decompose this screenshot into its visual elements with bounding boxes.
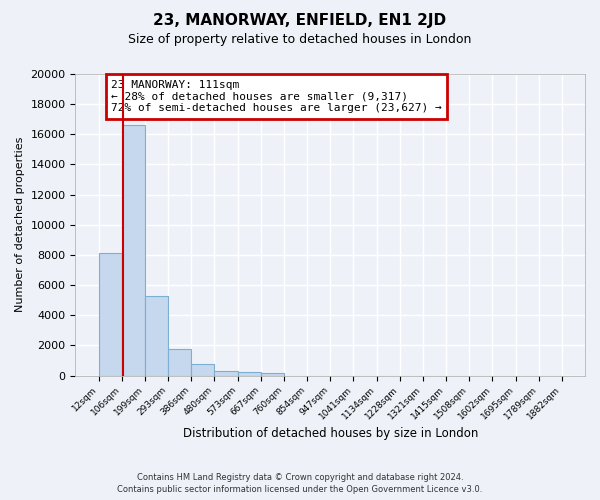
Bar	[261, 374, 284, 376]
Text: Size of property relative to detached houses in London: Size of property relative to detached ho…	[128, 32, 472, 46]
Bar	[145, 296, 168, 376]
Text: 23 MANORWAY: 111sqm
← 28% of detached houses are smaller (9,317)
72% of semi-det: 23 MANORWAY: 111sqm ← 28% of detached ho…	[111, 80, 442, 113]
Y-axis label: Number of detached properties: Number of detached properties	[15, 137, 25, 312]
Bar	[122, 126, 145, 376]
Text: Contains public sector information licensed under the Open Government Licence v3: Contains public sector information licen…	[118, 485, 482, 494]
Bar	[238, 372, 261, 376]
Bar	[214, 371, 238, 376]
Bar	[191, 364, 214, 376]
X-axis label: Distribution of detached houses by size in London: Distribution of detached houses by size …	[182, 427, 478, 440]
Text: Contains HM Land Registry data © Crown copyright and database right 2024.: Contains HM Land Registry data © Crown c…	[137, 472, 463, 482]
Text: 23, MANORWAY, ENFIELD, EN1 2JD: 23, MANORWAY, ENFIELD, EN1 2JD	[154, 12, 446, 28]
Bar	[168, 349, 191, 376]
Bar	[98, 254, 122, 376]
